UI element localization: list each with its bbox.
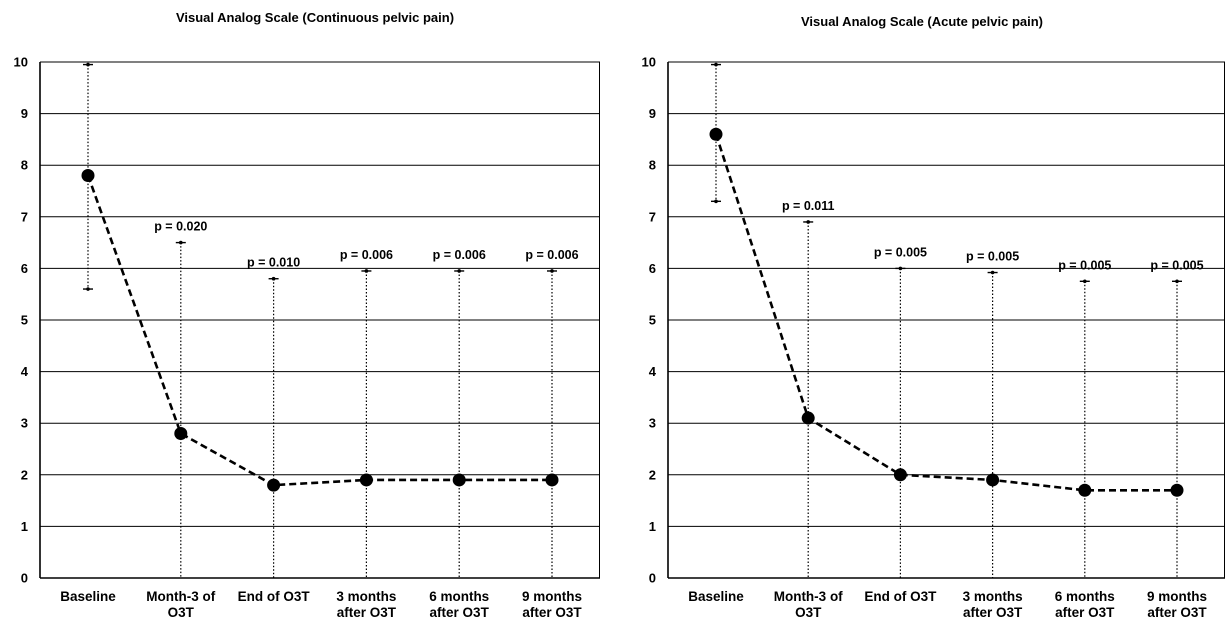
x-category-label: 9 months after O3T bbox=[1147, 589, 1207, 620]
x-category-label-line: after O3T bbox=[522, 605, 582, 620]
x-category-label: 6 months after O3T bbox=[1055, 589, 1115, 620]
x-category-label: 3 months after O3T bbox=[963, 589, 1023, 620]
x-category-label-line: 3 months bbox=[963, 589, 1023, 604]
x-category-label-line: after O3T bbox=[1055, 605, 1115, 620]
y-tick-label: 5 bbox=[21, 313, 28, 328]
x-category-label-line: after O3T bbox=[963, 605, 1023, 620]
x-category-label-line: O3T bbox=[168, 605, 195, 620]
x-category-label-line: Month-3 of bbox=[146, 589, 215, 604]
error-cap-upper-dot bbox=[714, 62, 718, 67]
chart-title: Visual Analog Scale (Acute pelvic pain) bbox=[801, 14, 1043, 29]
x-category-label: End of O3T bbox=[238, 589, 311, 604]
chart-acute-pelvic-pain: Visual Analog Scale (Acute pelvic pain) 0… bbox=[642, 14, 1225, 620]
x-category-label-line: O3T bbox=[795, 605, 822, 620]
data-point bbox=[801, 411, 815, 425]
y-tick-label: 3 bbox=[21, 416, 28, 431]
x-category-label-line: after O3T bbox=[430, 605, 490, 620]
x-category-label-line: after O3T bbox=[337, 605, 397, 620]
error-cap-upper-dot bbox=[271, 276, 276, 281]
error-cap-upper-dot bbox=[364, 269, 369, 273]
y-tick-label: 5 bbox=[649, 313, 656, 328]
p-value-label: p = 0.006 bbox=[340, 248, 393, 262]
data-point bbox=[267, 478, 281, 492]
y-tick-label: 9 bbox=[649, 106, 656, 121]
y-tick-label: 0 bbox=[21, 571, 28, 586]
x-category-label-line: End of O3T bbox=[864, 589, 937, 604]
x-category-label: Baseline bbox=[688, 589, 744, 604]
error-cap-upper-dot bbox=[86, 62, 90, 67]
error-cap-upper-dot bbox=[806, 220, 810, 224]
p-value-label: p = 0.005 bbox=[966, 250, 1019, 264]
y-tick-label: 9 bbox=[21, 106, 28, 121]
data-point bbox=[81, 169, 95, 183]
error-cap-upper-dot bbox=[457, 269, 462, 273]
x-category-label: Month-3 of O3T bbox=[146, 589, 215, 620]
error-cap-upper-dot bbox=[990, 270, 995, 275]
y-tick-label: 8 bbox=[649, 158, 656, 173]
p-value-label: p = 0.020 bbox=[154, 220, 207, 234]
y-tick-label: 6 bbox=[21, 261, 28, 276]
y-tick-label: 10 bbox=[642, 55, 656, 70]
error-cap-lower-dot bbox=[86, 287, 90, 291]
p-value-label: p = 0.011 bbox=[782, 199, 835, 213]
y-tick-label: 8 bbox=[21, 158, 28, 173]
x-category-label: 9 months after O3T bbox=[522, 589, 582, 620]
y-tick-label: 6 bbox=[649, 261, 656, 276]
data-point bbox=[545, 473, 559, 487]
p-value-label: p = 0.005 bbox=[874, 245, 927, 259]
error-cap-upper-dot bbox=[179, 240, 183, 245]
p-value-label: p = 0.006 bbox=[525, 248, 578, 262]
y-tick-label: 7 bbox=[649, 209, 656, 224]
chart-title: Visual Analog Scale (Continuous pelvic p… bbox=[176, 10, 454, 25]
error-cap-upper-dot bbox=[898, 266, 903, 271]
x-category-label-line: 3 months bbox=[336, 589, 396, 604]
y-tick-label: 3 bbox=[649, 416, 656, 431]
p-value-label: p = 0.005 bbox=[1058, 258, 1111, 272]
x-category-label-line: Baseline bbox=[688, 589, 744, 604]
data-point bbox=[893, 468, 907, 482]
x-category-label: 3 months after O3T bbox=[336, 589, 396, 620]
series-line bbox=[714, 133, 1177, 492]
x-category-label: 6 months after O3T bbox=[429, 589, 489, 620]
y-tick-label: 7 bbox=[21, 209, 28, 224]
y-tick-label: 4 bbox=[21, 364, 29, 379]
error-cap-lower-dot bbox=[714, 199, 718, 204]
x-category-label-line: Month-3 of bbox=[774, 589, 843, 604]
p-value-label: p = 0.010 bbox=[247, 256, 300, 270]
p-value-label: p = 0.005 bbox=[1150, 258, 1203, 272]
data-point bbox=[174, 427, 188, 441]
data-point bbox=[452, 473, 466, 487]
y-tick-label: 2 bbox=[21, 467, 28, 482]
x-category-label-line: 9 months bbox=[1147, 589, 1207, 604]
x-category-label-line: Baseline bbox=[60, 589, 116, 604]
chart-continuous-pelvic-pain: Visual Analog Scale (Continuous pelvic p… bbox=[14, 10, 600, 620]
error-cap-upper-dot bbox=[550, 269, 554, 273]
y-tick-label: 10 bbox=[14, 55, 28, 70]
x-category-label: Baseline bbox=[60, 589, 116, 604]
x-category-label-line: 6 months bbox=[429, 589, 489, 604]
x-category-label: End of O3T bbox=[864, 589, 937, 604]
error-cap-upper-dot bbox=[1175, 279, 1179, 284]
x-category-label-line: 9 months bbox=[522, 589, 582, 604]
data-point bbox=[709, 127, 723, 141]
y-tick-label: 1 bbox=[649, 519, 656, 534]
data-point bbox=[986, 473, 1000, 487]
error-cap-upper-dot bbox=[1083, 279, 1087, 284]
x-category-label-line: End of O3T bbox=[238, 589, 311, 604]
x-category-label-line: 6 months bbox=[1055, 589, 1115, 604]
x-category-label-line: after O3T bbox=[1147, 605, 1207, 620]
data-point bbox=[1078, 483, 1092, 497]
y-tick-label: 2 bbox=[649, 467, 656, 482]
data-point bbox=[359, 473, 373, 487]
x-category-label: Month-3 of O3T bbox=[774, 589, 843, 620]
data-point bbox=[1170, 483, 1184, 497]
p-value-label: p = 0.006 bbox=[433, 248, 486, 262]
y-tick-label: 0 bbox=[649, 571, 656, 586]
y-tick-label: 4 bbox=[649, 364, 657, 379]
y-tick-label: 1 bbox=[21, 519, 28, 534]
